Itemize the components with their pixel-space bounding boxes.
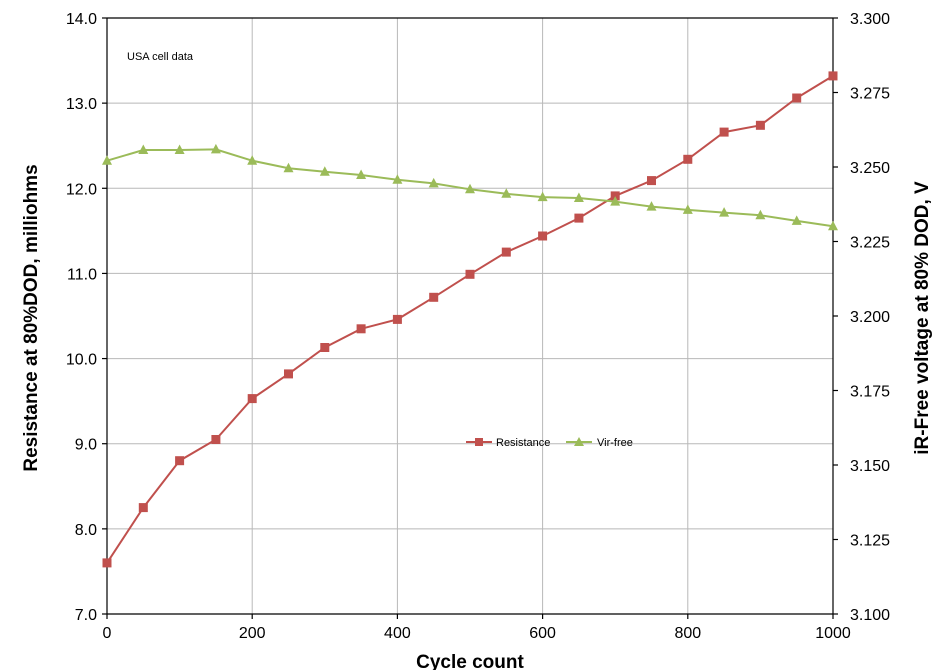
vir-free-point xyxy=(573,192,584,202)
y-tick-label: 11.0 xyxy=(67,266,97,283)
resistance-point xyxy=(792,93,802,103)
vir-free-point xyxy=(428,177,439,188)
tick-labels: 7.0 8.0 9.0 10.0 11.0 12.0 13.0 14.0 0 200 400 600 8… xyxy=(66,11,890,642)
resistance-point xyxy=(284,369,293,379)
legend-resistance-marker xyxy=(475,438,483,446)
series xyxy=(102,71,838,568)
legend: Resistance Vir-free xyxy=(466,437,633,449)
vir-free-point xyxy=(682,204,693,214)
vir-free-point xyxy=(719,207,730,217)
resistance-point xyxy=(465,269,475,279)
x-tick-label: 200 xyxy=(239,625,266,642)
resistance-point xyxy=(138,503,148,513)
vir-free-point xyxy=(610,196,621,206)
resistance-point xyxy=(610,191,620,201)
vir-free-point xyxy=(210,143,221,154)
y-tick-label: 14.0 xyxy=(66,11,97,28)
y-tick-label: 13.0 xyxy=(66,96,97,113)
y-tick-label: 9.0 xyxy=(75,437,97,454)
resistance-point xyxy=(647,176,656,186)
vir-free-point xyxy=(465,183,475,194)
y2-tick-label: 3.125 xyxy=(850,533,890,550)
resistance-point xyxy=(719,127,729,137)
y-axis-label: Resistance at 80%DOD, milliohms xyxy=(21,164,42,471)
y2-tick-label: 3.175 xyxy=(850,384,890,401)
x-axis-label: Cycle count xyxy=(416,652,524,670)
y-tick-label: 10.0 xyxy=(66,352,97,369)
x-tick-label: 600 xyxy=(529,625,556,642)
y2-tick-label: 3.100 xyxy=(850,607,890,624)
resistance-point xyxy=(828,71,838,81)
resistance-point xyxy=(538,231,548,241)
vir-free-point xyxy=(791,215,802,225)
resistance-point xyxy=(320,343,330,352)
y2-tick-label: 3.200 xyxy=(850,309,890,326)
gridlines xyxy=(107,18,833,614)
legend-virfree-label: Vir-free xyxy=(597,437,633,449)
vir-free-point xyxy=(247,155,258,165)
y2-tick-label: 3.300 xyxy=(850,11,890,28)
vir-free-point xyxy=(319,166,330,176)
annotation-text: USA cell data xyxy=(127,51,194,63)
legend-virfree-marker xyxy=(574,437,584,446)
vir-free-point xyxy=(102,155,112,165)
resistance-point xyxy=(429,292,439,302)
y2-axis-label: iR-Free voltage at 80% DOD, V xyxy=(912,181,933,455)
y2-tick-label: 3.225 xyxy=(850,235,890,252)
y-tick-label: 8.0 xyxy=(75,522,97,539)
resistance-point xyxy=(392,314,402,324)
vir-free-point xyxy=(537,191,548,202)
resistance-point xyxy=(102,558,112,568)
resistance-point xyxy=(247,394,257,404)
vir-free-point xyxy=(501,188,512,198)
y-tick-label: 7.0 xyxy=(75,607,97,624)
resistance-point xyxy=(755,120,765,130)
vir-free-point xyxy=(828,220,838,231)
y-tick-label: 12.0 xyxy=(66,181,97,198)
vir-free-point xyxy=(283,162,294,173)
resistance-point xyxy=(501,247,511,257)
resistance-point xyxy=(356,324,366,334)
x-tick-label: 1000 xyxy=(815,625,851,642)
x-tick-label: 400 xyxy=(384,625,411,642)
vir-free-point xyxy=(392,174,403,184)
resistance-point xyxy=(175,456,185,466)
vir-free-point xyxy=(755,209,766,220)
y2-tick-label: 3.250 xyxy=(850,160,890,177)
x-tick-label: 800 xyxy=(674,625,701,642)
vir-free-point xyxy=(356,169,367,179)
y2-tick-label: 3.150 xyxy=(850,458,890,475)
axes xyxy=(102,17,838,619)
x-tick-label: 0 xyxy=(103,625,112,642)
y2-tick-label: 3.275 xyxy=(850,86,890,103)
legend-resistance-label: Resistance xyxy=(496,437,550,449)
resistance-point xyxy=(683,154,693,164)
resistance-point xyxy=(211,435,221,444)
vir-free-point xyxy=(174,144,185,154)
vir-free-point xyxy=(646,201,657,211)
resistance-point xyxy=(574,213,584,223)
vir-free-point xyxy=(138,144,149,154)
